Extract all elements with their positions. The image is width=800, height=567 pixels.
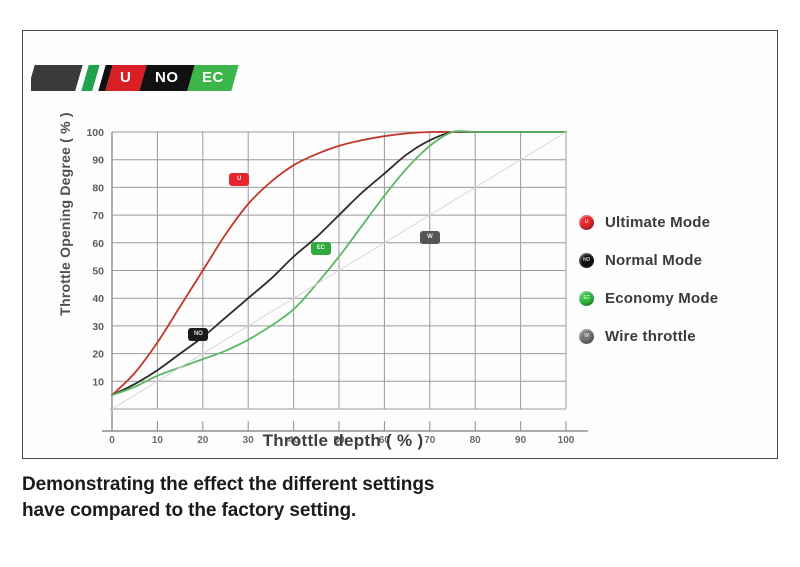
- chart-plot-area: 10 20 30 40 50 60 70 80 90 100 0 10 20 30 40 50 60 70 80 90…: [23, 31, 779, 460]
- x-axis-title: Throttle depth ( % ): [262, 431, 424, 450]
- legend-label: Ultimate Mode: [605, 213, 711, 231]
- chart-legend: U Ultimate Mode NO Normal Mode EC Economy Mod…: [579, 206, 769, 358]
- series-line-economy-mode: [111, 130, 567, 396]
- xtick-label-90: 90: [515, 435, 527, 446]
- legend-label: Normal Mode: [605, 251, 703, 269]
- ytick-label-70: 70: [92, 210, 104, 222]
- ytick-label-100: 100: [86, 127, 104, 139]
- xtick-label-0: 0: [109, 435, 115, 446]
- ytick-label-50: 50: [92, 266, 104, 278]
- legend-marker-no-icon: NO: [579, 252, 594, 268]
- xtick-label-30: 30: [243, 435, 255, 446]
- chart-badge-w: W: [419, 230, 440, 244]
- xtick-label-100: 100: [558, 435, 575, 446]
- ytick-label-20: 20: [92, 349, 104, 361]
- xtick-label-10: 10: [152, 435, 164, 446]
- xtick-label-80: 80: [470, 435, 482, 446]
- legend-item-economy-mode[interactable]: EC Economy Mode: [579, 282, 769, 314]
- xtick-label-70: 70: [424, 435, 436, 446]
- y-axis-title: Throttle Opening Degree ( % ): [57, 112, 73, 316]
- legend-label: Wire throttle: [605, 327, 696, 345]
- legend-item-wire-throttle[interactable]: W Wire throttle: [579, 320, 769, 352]
- ytick-label-80: 80: [92, 182, 104, 194]
- xtick-label-50: 50: [333, 435, 345, 446]
- legend-item-ultimate-mode[interactable]: U Ultimate Mode: [579, 206, 769, 238]
- legend-marker-u-icon: U: [579, 214, 594, 230]
- xtick-label-40: 40: [288, 435, 300, 446]
- legend-item-normal-mode[interactable]: NO Normal Mode: [579, 244, 769, 276]
- chart-badge-no: NO: [188, 327, 209, 341]
- ytick-label-60: 60: [92, 238, 104, 250]
- ytick-label-30: 30: [92, 321, 104, 333]
- caption-line-1: Demonstrating the effect the different s…: [22, 474, 435, 495]
- ytick-label-90: 90: [92, 155, 104, 167]
- chart-card: U NO EC 10 20 30 40 50 60 70 80 90 100 0 10 20 30 40 50 60…: [22, 30, 778, 459]
- chart-svg: 10 20 30 40 50 60 70 80 90 100 0 10 20 30 40 50 60 70 80 90…: [86, 127, 588, 446]
- chart-badge-ec: EC: [310, 241, 331, 255]
- ytick-label-10: 10: [92, 376, 104, 388]
- legend-label: Economy Mode: [605, 289, 719, 307]
- series-line-wire-throttle: [111, 131, 567, 410]
- caption-line-2: have compared to the factory setting.: [22, 500, 357, 521]
- chart-badge-u: U: [229, 172, 250, 186]
- legend-marker-w-icon: W: [579, 328, 594, 344]
- legend-marker-ec-icon: EC: [579, 290, 594, 306]
- figure-caption: Demonstrating the effect the different s…: [22, 472, 622, 524]
- xtick-label-20: 20: [197, 435, 209, 446]
- ytick-label-40: 40: [92, 293, 104, 305]
- xtick-label-60: 60: [379, 435, 391, 446]
